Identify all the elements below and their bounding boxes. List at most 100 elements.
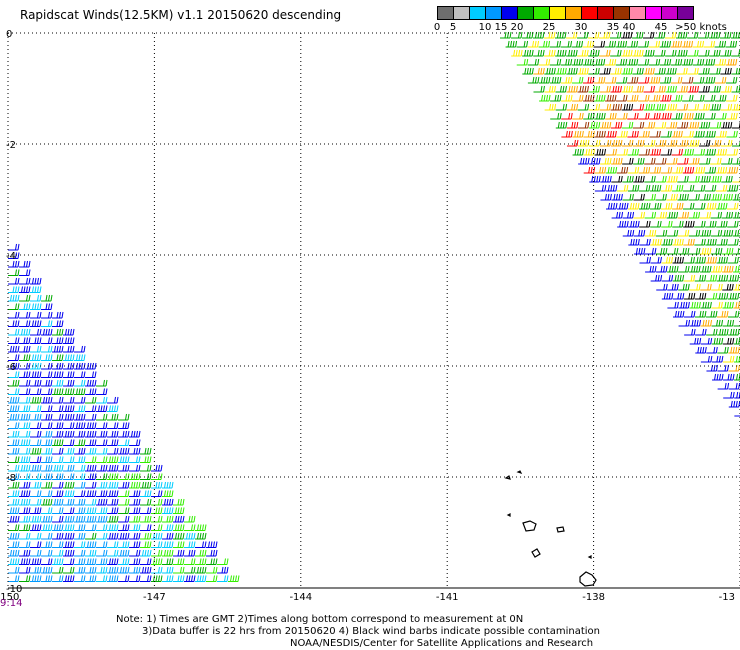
wind-barb [85,447,97,455]
wind-barb [162,498,174,506]
wind-barb [8,507,20,514]
wind-barb [30,566,42,574]
wind-barb [162,524,174,531]
wind-barb [206,566,218,574]
wind-barb [173,532,185,540]
wind-barb [96,515,108,523]
wind-barb [30,498,42,506]
wind-barb [733,301,740,309]
wind-barb [698,31,710,39]
wind-barb [720,121,733,129]
wind-barb [85,439,97,446]
wind-barb [505,40,518,48]
wind-barb [572,94,584,102]
wind-barb [621,49,633,57]
wind-barb [41,498,53,506]
wind-barb [30,524,42,531]
wind-barb [654,31,666,39]
wind-barb [30,507,42,514]
wind-barb [643,31,655,39]
wind-barb [561,130,573,138]
wind-barb [681,58,694,66]
wind-barb [30,379,42,387]
wind-barb [8,532,20,540]
wind-barb [694,274,707,282]
wind-barb [610,121,623,129]
wind-barb [605,148,618,156]
lon-tick-label: -138 [582,592,605,603]
wind-barb [699,247,712,255]
wind-barb [96,490,108,497]
wind-barb [671,184,684,192]
wind-barb [184,515,196,523]
wind-barb [549,40,562,48]
wind-barb [129,464,141,472]
legend-label: >50 knots [675,22,727,33]
wind-barb [692,76,705,84]
wind-barb [605,94,617,102]
wind-barb [666,229,679,237]
wind-barb [41,294,53,302]
legend-label: 40 [622,22,636,33]
wind-barb [683,202,695,210]
wind-barb [30,549,42,557]
wind-barb [19,413,31,421]
wind-barb [728,382,740,390]
wind-barb [676,31,688,39]
lat-tick-label: -4 [6,251,16,262]
wind-barb [8,311,20,319]
wind-barb [705,238,717,246]
wind-barb [638,148,651,156]
lat-tick-label: -10 [6,584,22,595]
wind-barb [661,220,673,228]
wind-barb [638,184,651,192]
wind-barb [129,473,141,480]
wind-barb [74,558,86,565]
wind-barb [571,76,584,84]
wind-barb [583,94,595,102]
wind-barb [594,112,606,120]
wind-barb [604,76,617,84]
wind-barb [52,473,64,480]
wind-barb [637,58,650,66]
wind-barb [639,202,651,210]
wind-barb [689,283,701,291]
wind-barb [705,292,718,300]
wind-barb [30,396,42,404]
wind-barb [118,515,130,523]
wind-barb [74,379,86,387]
wind-barb [627,148,640,156]
wind-barb [63,337,75,344]
wind-barb [52,447,64,455]
wind-barb [561,112,573,120]
wind-barb [703,40,716,48]
wind-barb [118,532,130,540]
wind-barb [677,211,690,219]
legend-swatch [677,6,694,20]
lon-tick-label: -13 [719,592,735,603]
wind-barb [700,355,713,363]
wind-barb [632,121,645,129]
wind-barb [30,490,42,497]
wind-barb [41,473,53,480]
wind-barb [8,541,20,548]
wind-barb [217,558,229,565]
wind-barb [578,157,590,165]
wind-barb [633,157,645,165]
wind-barb [19,447,31,455]
wind-barb [107,481,119,489]
legend-label: 45 [654,22,668,33]
wind-barb [728,328,740,336]
wind-barb [107,532,119,540]
wind-barb [74,439,86,446]
wind-barb [681,40,694,48]
wind-barb [705,202,717,210]
wind-barb [715,112,727,120]
wind-barb [41,396,53,404]
wind-barb [582,76,595,84]
wind-barb [588,121,601,129]
wind-barb [582,58,595,66]
wind-barb [544,67,556,75]
wind-barb [727,274,740,282]
wind-barb [654,139,667,147]
